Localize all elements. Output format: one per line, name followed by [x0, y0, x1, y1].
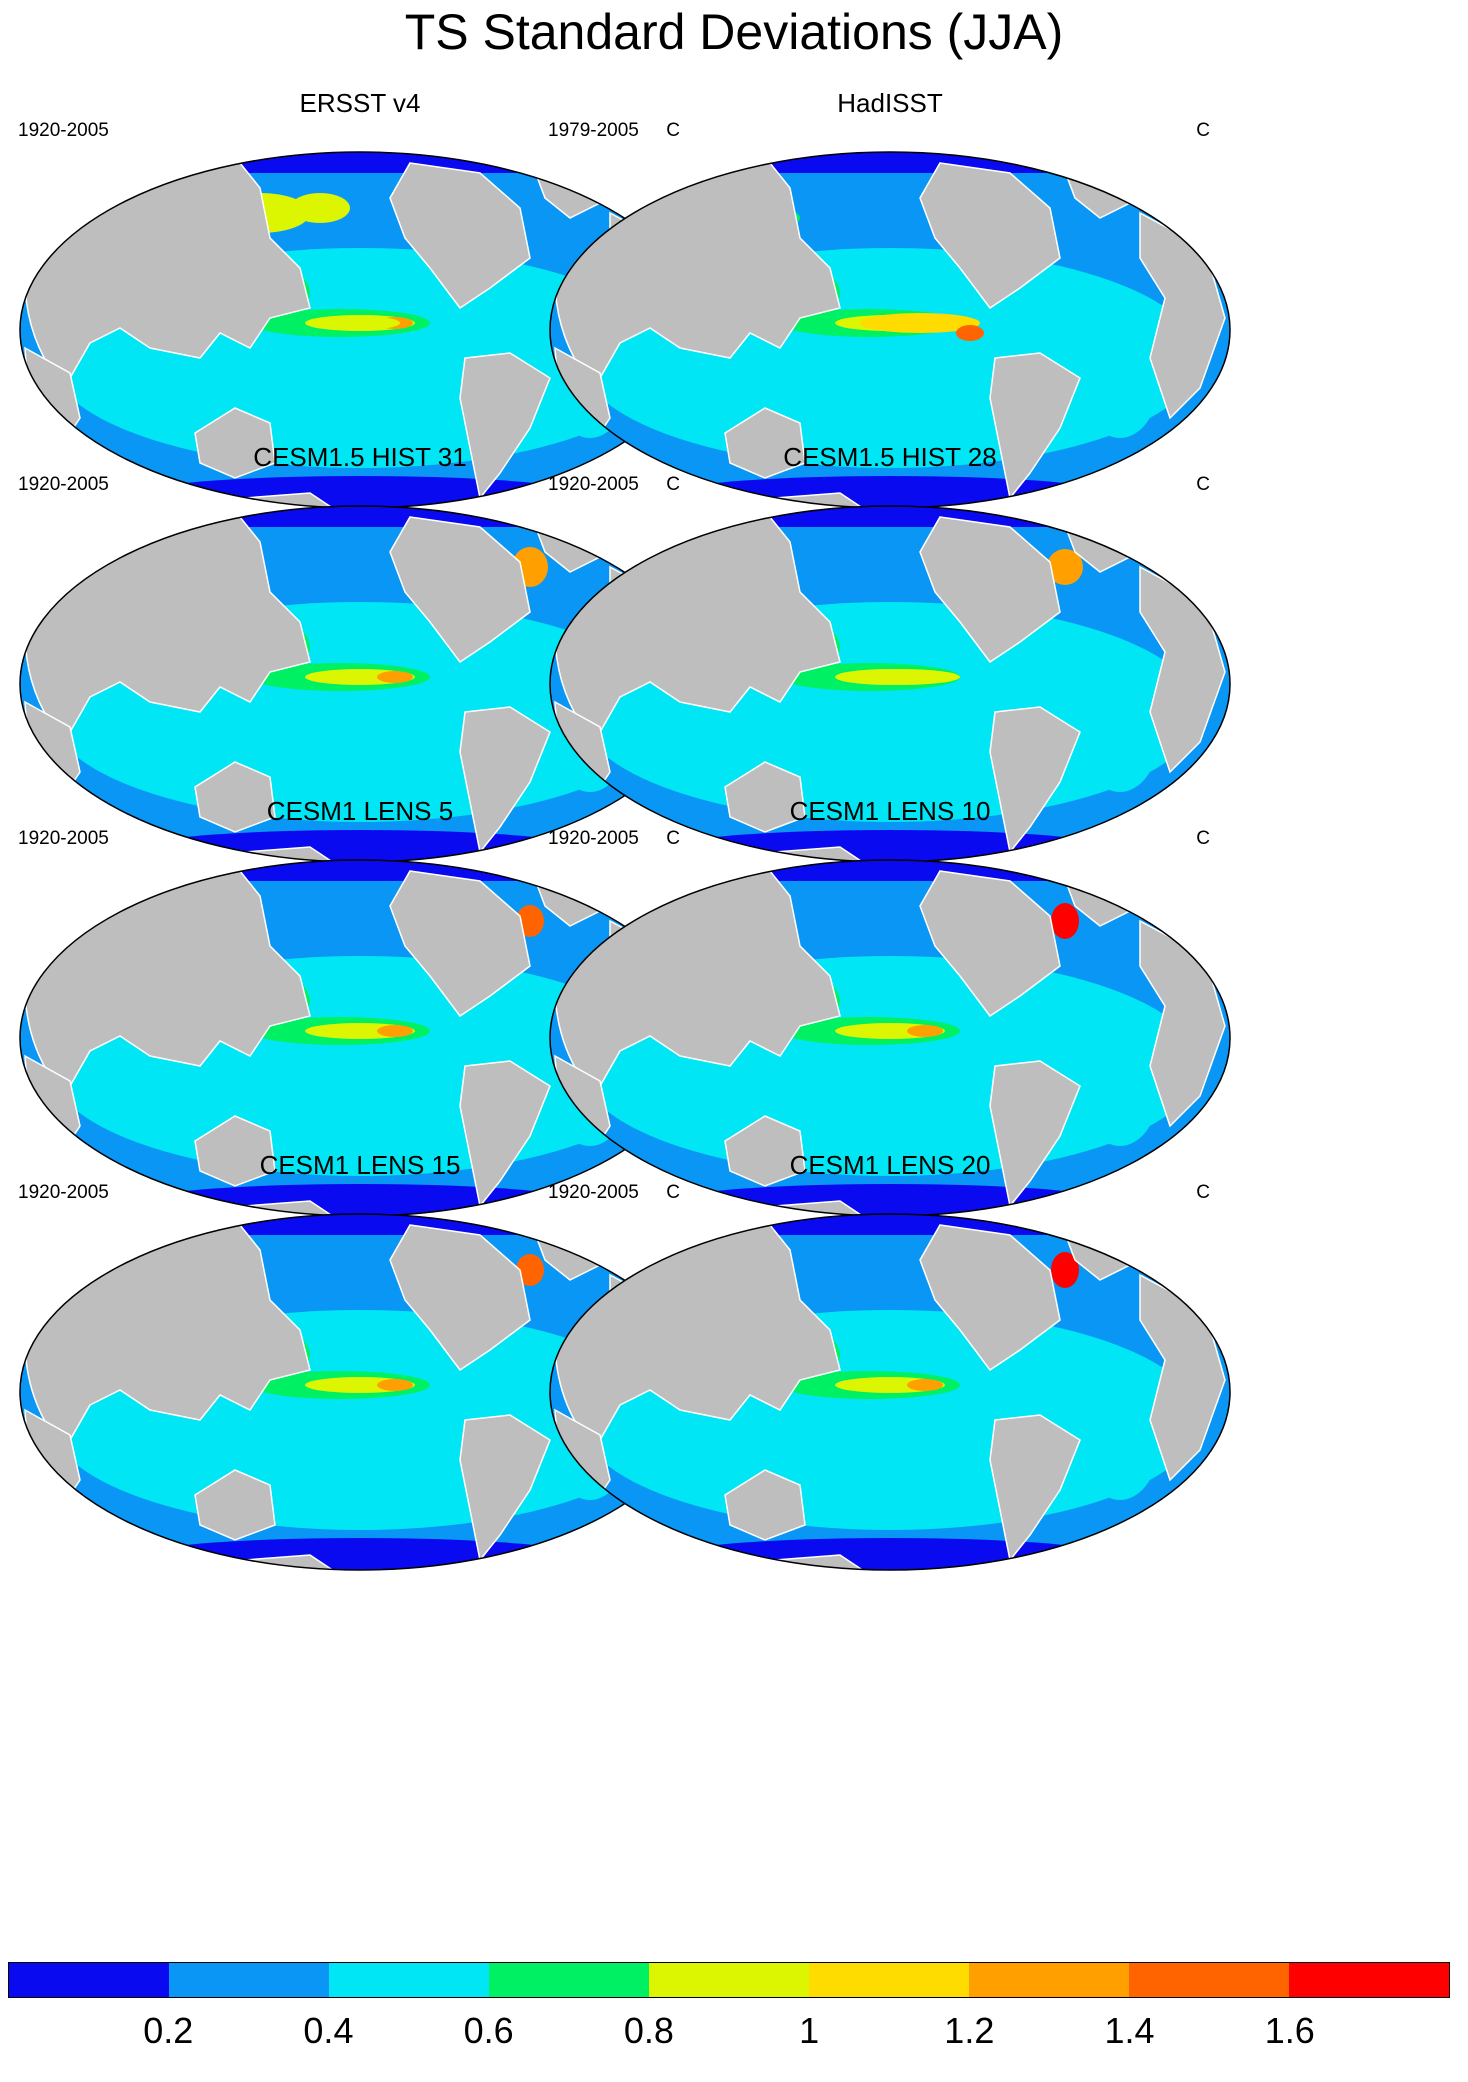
land-mass	[459, 352, 551, 500]
colorbar-tick-label: 0.6	[463, 2010, 514, 2051]
variability-contour	[516, 1254, 544, 1286]
colorbar-tick-label: 1.6	[1264, 2010, 1315, 2051]
land-mass	[459, 1060, 551, 1208]
land-mass	[919, 870, 1061, 1018]
map-panel: CESM1 LENS 10 1920-2005 C	[540, 796, 1240, 1256]
panel-title: CESM1 LENS 5	[266, 796, 454, 826]
land-mass	[724, 1469, 806, 1541]
land-mass	[389, 870, 531, 1018]
variability-contour	[956, 325, 984, 341]
panel-units: C	[1196, 828, 1210, 849]
colorbar	[8, 1962, 1450, 1998]
panel-units: C	[666, 120, 680, 141]
panel-years: 1920-2005	[18, 120, 109, 141]
panel-title: CESM1 LENS 10	[789, 796, 991, 826]
variability-contour	[840, 669, 960, 685]
panel-units: C	[666, 828, 680, 849]
colorbar-swatch	[649, 1963, 809, 1997]
world-map	[549, 151, 1231, 509]
variability-contour	[130, 1538, 590, 1570]
map-panel: CESM1 LENS 20 1920-2005 C	[540, 1150, 1240, 1610]
figure-title: TS Standard Deviations (JJA)	[404, 4, 1064, 60]
land-mass	[724, 761, 806, 833]
panel-units: C	[666, 474, 680, 495]
panel-title: CESM1 LENS 15	[259, 1150, 461, 1180]
land-mass	[724, 407, 806, 479]
panel-years: 1920-2005	[548, 474, 639, 495]
land-mass	[389, 516, 531, 664]
colorbar-swatch	[9, 1963, 169, 1997]
panel-years: 1920-2005	[548, 1182, 639, 1203]
variability-contour	[290, 193, 350, 223]
panel-title: CESM1 LENS 20	[789, 1150, 991, 1180]
map-panel: HadISST 1979-2005 C	[540, 88, 1240, 548]
panel-title: CESM1.5 HIST 28	[783, 442, 997, 472]
panel-years: 1920-2005	[18, 474, 109, 495]
land-mass	[919, 1224, 1061, 1372]
variability-contour	[1047, 549, 1083, 585]
land-mass	[389, 162, 531, 310]
map-panel: CESM1.5 HIST 28 1920-2005 C	[540, 442, 1240, 902]
variability-contour	[1051, 903, 1079, 939]
variability-contour	[320, 316, 400, 330]
panel-years: 1979-2005	[548, 120, 639, 141]
land-mass	[194, 407, 276, 479]
map-outline	[549, 1213, 1231, 1571]
variability-contour	[1080, 1026, 1160, 1146]
land-mass	[194, 761, 276, 833]
land-mass	[194, 1115, 276, 1187]
variability-contour	[377, 671, 413, 683]
land-mass	[989, 352, 1081, 500]
colorbar-swatch	[969, 1963, 1129, 1997]
variability-contour	[377, 1379, 413, 1391]
colorbar-tick-label: 1.2	[944, 2010, 995, 2051]
land-mass	[989, 1060, 1081, 1208]
map-panel: CESM1 LENS 5 1920-2005 C	[10, 796, 710, 1256]
panel-units: C	[1196, 120, 1210, 141]
land-mass	[459, 706, 551, 854]
colorbar-tick-label: 1	[799, 2010, 820, 2051]
colorbar-tick-label: 0.4	[303, 2010, 354, 2051]
land-mass	[919, 516, 1061, 664]
panel-title: CESM1.5 HIST 31	[253, 442, 467, 472]
variability-contour	[1080, 672, 1160, 792]
variability-contour	[860, 313, 980, 333]
land-mass	[989, 706, 1081, 854]
variability-contour	[1080, 318, 1160, 438]
variability-contour	[377, 1025, 413, 1037]
land-mass	[989, 1414, 1081, 1562]
world-map	[549, 505, 1231, 863]
panel-years: 1920-2005	[548, 828, 639, 849]
panel-years: 1920-2005	[18, 828, 109, 849]
land-mass	[389, 1224, 531, 1372]
world-map	[549, 859, 1231, 1217]
colorbar-tick-label: 0.2	[143, 2010, 194, 2051]
colorbar-swatch	[489, 1963, 649, 1997]
variability-contour	[1051, 1252, 1079, 1288]
panel-years: 1920-2005	[18, 1182, 109, 1203]
colorbar-swatch	[1129, 1963, 1289, 1997]
variability-contour	[660, 1538, 1120, 1570]
land-mass	[459, 1414, 551, 1562]
land-mass	[919, 162, 1061, 310]
colorbar-swatch	[169, 1963, 329, 1997]
colorbar-swatch	[1289, 1963, 1449, 1997]
variability-contour	[907, 1379, 943, 1391]
colorbar-tick-label: 0.8	[623, 2010, 674, 2051]
colorbar-tick-label: 1.4	[1104, 2010, 1155, 2051]
panel-units: C	[1196, 1182, 1210, 1203]
variability-contour	[1080, 1380, 1160, 1500]
panel-title: ERSST v4	[299, 88, 421, 118]
colorbar-swatch	[329, 1963, 489, 1997]
colorbar-swatch	[809, 1963, 969, 1997]
panel-units: C	[1196, 474, 1210, 495]
land-mass	[194, 1469, 276, 1541]
panel-units: C	[666, 1182, 680, 1203]
land-mass	[724, 1115, 806, 1187]
panel-title: HadISST	[837, 88, 943, 118]
world-map	[549, 1213, 1231, 1571]
variability-contour	[907, 1025, 943, 1037]
